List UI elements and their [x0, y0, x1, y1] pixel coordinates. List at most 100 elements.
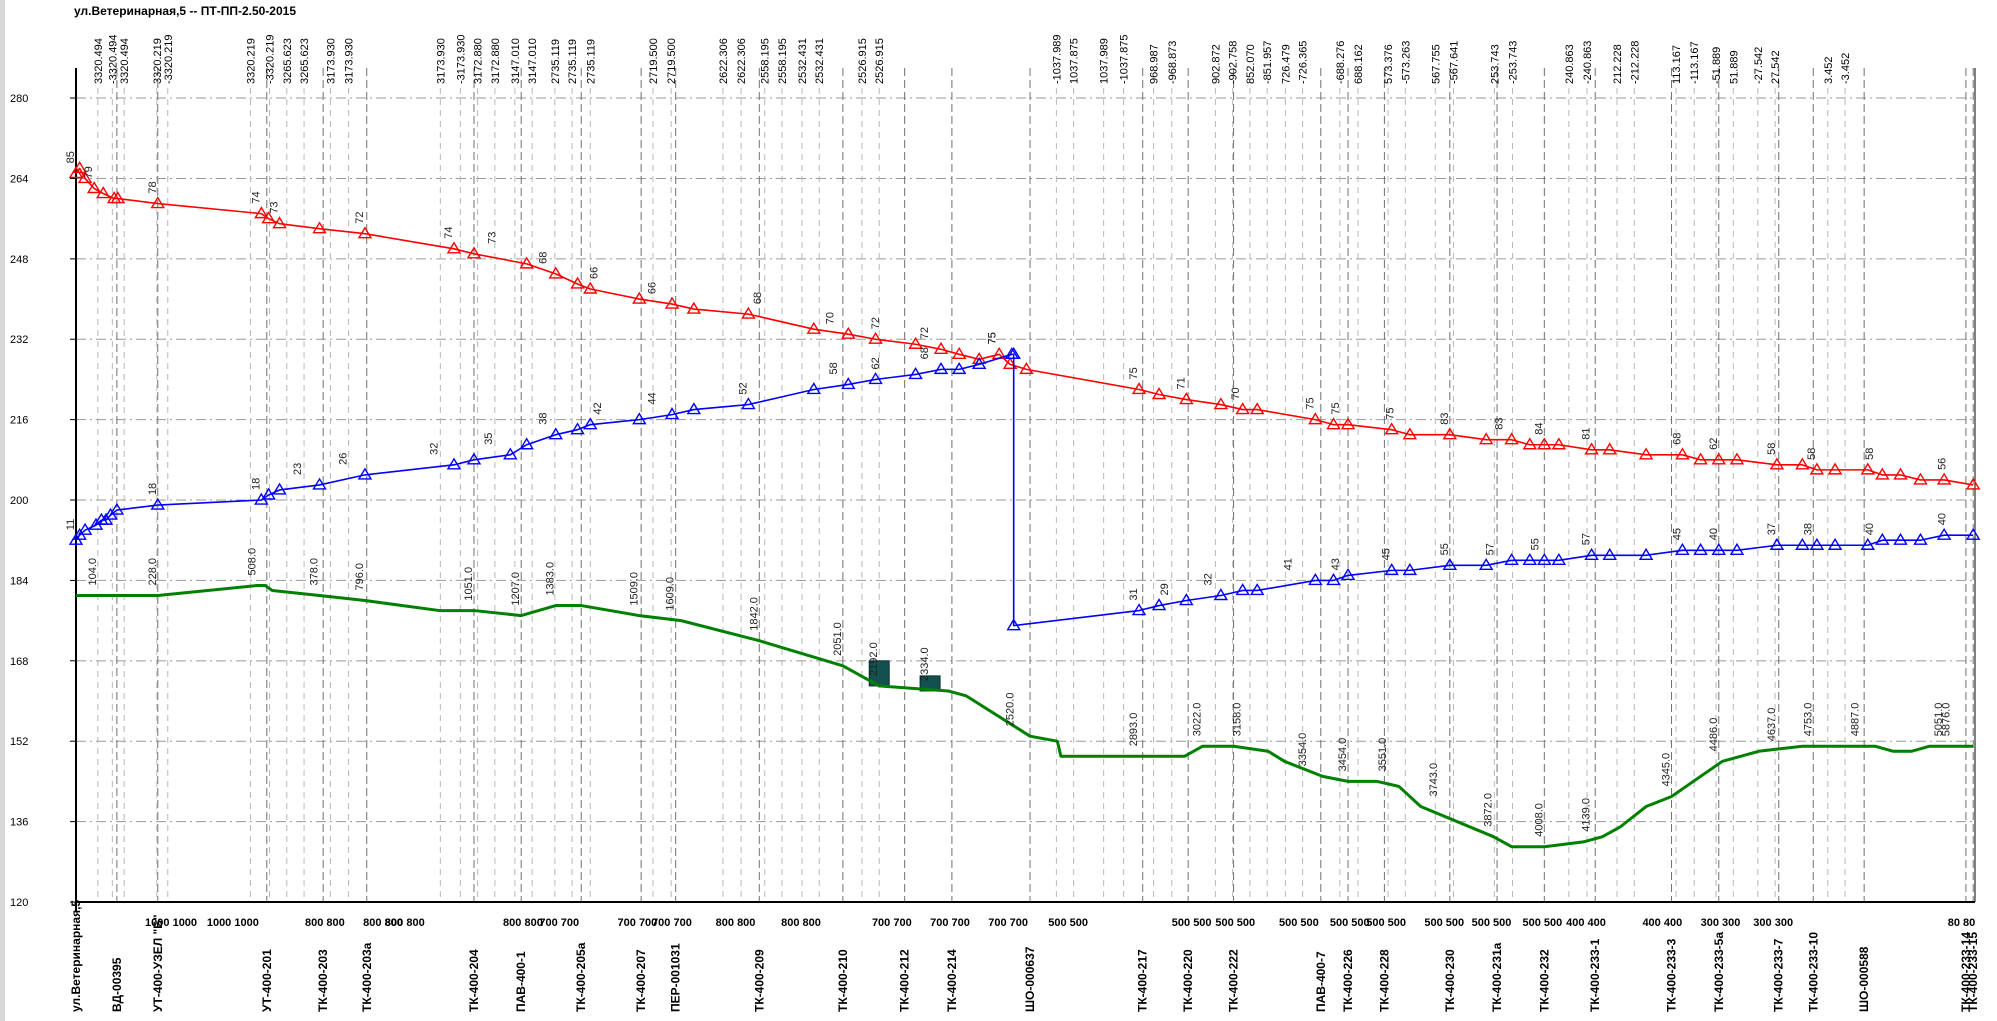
series-point-1 — [1675, 542, 1690, 555]
top-value-label: 3173.930 — [325, 38, 337, 84]
series-line-0 — [75, 167, 1974, 486]
segment-label: 500 500 — [1279, 917, 1319, 929]
top-value-label: -3.452 — [1840, 53, 1852, 84]
series-point-0 — [1965, 477, 1981, 490]
top-value-label: -567.641 — [1448, 41, 1460, 84]
top-value-label: 3173.930 — [344, 38, 356, 84]
series-point-0 — [1131, 382, 1147, 395]
top-value-label: 2735.119 — [567, 39, 579, 84]
series-point-1 — [1936, 527, 1952, 540]
series-point-0 — [741, 306, 756, 319]
segment-label: 700 700 — [930, 917, 970, 929]
top-value-label: -968.873 — [1167, 41, 1179, 84]
series-point-1 — [261, 487, 276, 500]
top-value-label: 2526.915 — [857, 38, 869, 84]
segment-label: 500 500 — [1366, 917, 1406, 929]
series-point-1 — [868, 372, 883, 385]
node-name-label: ВД-00395 — [110, 957, 124, 1012]
point-value-label: 70 — [1230, 387, 1242, 399]
series-point-0 — [1860, 462, 1876, 475]
point-value-label: 44 — [647, 392, 659, 404]
top-value-label: -113.167 — [1689, 41, 1701, 84]
y-tick-label: 200 — [10, 495, 28, 507]
segment-label: 80 80 — [1948, 917, 1976, 929]
point-value-label: 38 — [1802, 523, 1814, 535]
node-name-label: ТК-400-203а — [360, 942, 374, 1012]
segment-label: 300 300 — [1753, 917, 1793, 929]
series-point-1 — [1827, 537, 1843, 550]
node-name-label: ШО-000588 — [1857, 946, 1871, 1012]
segment-label: 500 500 — [1424, 917, 1464, 929]
point-value-label: 1609.0 — [665, 577, 677, 611]
series-point-0 — [841, 326, 856, 339]
point-value-label: 78 — [147, 181, 159, 193]
series-point-0 — [951, 346, 967, 360]
series-point-0 — [254, 206, 269, 219]
point-value-label: 3454.0 — [1337, 738, 1349, 772]
label-layer: 3320.494 -3320.494 3320.494 3320.219-3320.2… — [65, 34, 1980, 1012]
series-point-1 — [312, 477, 327, 490]
node-name-label: ТК-400-233-7 — [1772, 938, 1786, 1012]
point-value-label: 4753.0 — [1802, 703, 1814, 737]
top-value-label: 51.889 — [1728, 50, 1740, 84]
point-value-label: 40 — [1937, 513, 1949, 525]
series-point-0 — [1402, 427, 1418, 440]
top-value-label: -253.743 — [1508, 41, 1520, 84]
point-value-label: 58 — [828, 362, 840, 374]
series-point-0 — [1308, 412, 1323, 425]
segment-label: 1000 1000 — [145, 917, 197, 929]
series-point-1 — [1638, 547, 1654, 560]
point-value-label: 35 — [483, 433, 495, 445]
y-tick-label: 232 — [10, 334, 28, 346]
point-value-label: 796.0 — [354, 563, 366, 591]
top-value-label: 3265.623 — [299, 38, 311, 84]
series-point-1 — [1213, 588, 1229, 601]
point-value-label: 75 — [1304, 397, 1316, 409]
series-point-1 — [1693, 542, 1708, 555]
segment-label: 700 700 — [988, 917, 1028, 929]
series-point-1 — [548, 427, 563, 440]
node-name-label: ТК-400-212 — [898, 949, 912, 1012]
series-point-1 — [1402, 563, 1418, 576]
series-point-0 — [150, 196, 166, 209]
top-value-label: -1037.989 — [1051, 34, 1063, 84]
node-name-label: ул.Ветеринарная,5 — [69, 900, 83, 1012]
point-value-label: 74 — [250, 191, 262, 203]
point-value-label: 45 — [1671, 528, 1683, 540]
node-name-label: ТК-400-203 — [316, 949, 330, 1012]
top-value-label: 27.542 — [1770, 50, 1782, 84]
series-point-0 — [1769, 457, 1785, 470]
top-value-label: 2558.195 — [760, 38, 772, 84]
series-point-1 — [1860, 537, 1876, 550]
series-point-0 — [312, 221, 327, 234]
top-value-label: 852.070 — [1245, 44, 1257, 84]
top-value-label: 3173.930 — [435, 38, 447, 84]
node-name-label: ТК-400-233-10 — [1806, 932, 1820, 1012]
series-point-0 — [1213, 397, 1229, 410]
series-point-1 — [466, 452, 482, 465]
series-point-1 — [1326, 573, 1341, 586]
top-value-label: 2558.195 — [777, 38, 789, 84]
node-name-label: ТК-400-214 — [945, 949, 959, 1012]
point-value-label: 84 — [1533, 423, 1545, 435]
series-point-0 — [466, 246, 482, 259]
point-value-label: 26 — [338, 453, 350, 465]
top-value-label: 2532.431 — [797, 38, 809, 84]
axis-layer: 120 136 152 168 184 200 216 232 248 264 280 — [10, 68, 1976, 912]
point-value-label: 42 — [592, 402, 604, 414]
segment-label: 800 800 — [385, 917, 425, 929]
node-name-label: ТК-400-232 — [1537, 949, 1551, 1012]
node-name-label: ТК-400-210 — [836, 949, 850, 1012]
node-name-label: ТК-400-217 — [1136, 949, 1150, 1012]
node-name-label: ШО-000637 — [1023, 946, 1037, 1012]
series-point-0 — [1913, 472, 1928, 485]
segment-label: 500 500 — [1172, 917, 1212, 929]
series-point-1 — [77, 522, 93, 535]
top-value-label: 3147.010 — [527, 38, 539, 84]
point-value-label: 40 — [1708, 528, 1720, 540]
point-value-label: 43 — [1330, 558, 1342, 570]
series-point-0 — [1936, 472, 1952, 485]
point-value-label: 83 — [1493, 417, 1505, 429]
series-point-1 — [951, 362, 967, 375]
point-value-label: 57 — [1581, 533, 1593, 545]
